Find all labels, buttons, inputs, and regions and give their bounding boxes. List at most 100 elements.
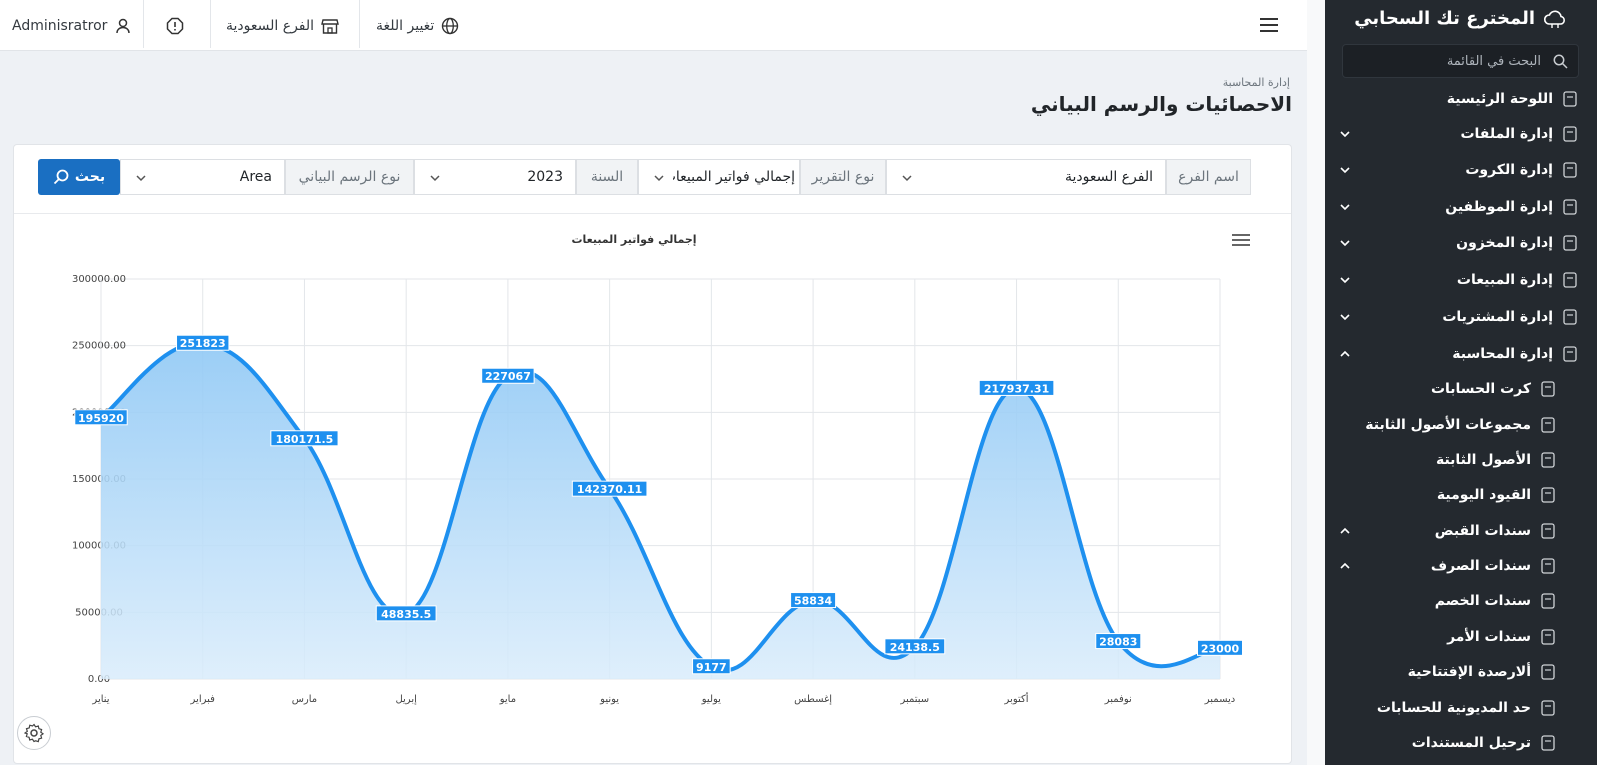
data-label: 24138.5 xyxy=(884,638,946,655)
x-tick-label: إغسطس xyxy=(794,694,832,705)
branch-name-select[interactable]: الفرع السعودية xyxy=(886,159,1166,195)
sidebar-item-label: اللوحة الرئيسية xyxy=(1446,91,1553,107)
alert-button[interactable] xyxy=(166,0,184,51)
sidebar-item-label: سندات الصرف xyxy=(1430,558,1531,574)
home-icon xyxy=(1563,91,1577,107)
year-select[interactable]: 2023 xyxy=(414,159,576,195)
page-title: الاحصائيات والرسم البياني xyxy=(1030,92,1292,116)
area-chart: 0.0050000.00100000.00150000.00200000.002… xyxy=(72,274,1243,705)
sidebar-item[interactable]: سندات القبض xyxy=(1339,514,1557,548)
chart-type-label: نوع الرسم البياني xyxy=(285,159,414,195)
data-label-text: 180171.5 xyxy=(276,433,334,446)
data-label-text: 23000 xyxy=(1201,642,1240,655)
data-label: 217937.31 xyxy=(978,379,1055,396)
fingerprint-icon xyxy=(1563,199,1577,215)
x-tick-label: مارس xyxy=(292,694,317,705)
sidebar-item[interactable]: إدارة المحاسبة xyxy=(1339,337,1579,371)
sidebar-item-label: إدارة المشتريات xyxy=(1442,309,1553,325)
sidebar-item[interactable]: إدارة المشتريات xyxy=(1339,300,1579,334)
breadcrumb[interactable]: إدارة المحاسبة xyxy=(1222,76,1290,89)
chart-type-select[interactable]: Area xyxy=(120,159,285,195)
sidebar-item[interactable]: ألارصدة الإفتتاحية xyxy=(1339,655,1557,689)
divider xyxy=(210,0,211,48)
data-label: 23000 xyxy=(1197,639,1243,656)
sidebar-item[interactable]: القيود اليومية xyxy=(1339,478,1557,512)
search-icon xyxy=(1553,54,1568,69)
chart-menu-icon[interactable] xyxy=(1232,232,1252,248)
receipt-icon xyxy=(1541,523,1555,539)
data-label: 227067 xyxy=(481,367,535,384)
sidebar-item[interactable]: كرت الحسابات xyxy=(1339,372,1557,406)
sidebar-item[interactable]: سندات الخصم xyxy=(1339,584,1557,618)
user-name: Adminisratror xyxy=(12,17,108,34)
data-label: 28083 xyxy=(1095,633,1142,650)
report-type-select[interactable]: إجمالي فواتير المبيعات xyxy=(638,159,800,195)
branch-selector[interactable]: الفرع السعودية xyxy=(226,0,339,51)
data-label: 9177 xyxy=(692,658,731,675)
report-type-value-clip: إجمالي فواتير المبيعات xyxy=(673,160,795,194)
brand[interactable]: المخترع تك السحابي xyxy=(1354,8,1567,29)
settings-button[interactable] xyxy=(17,716,51,750)
sidebar-item[interactable]: سندات الصرف xyxy=(1339,549,1557,583)
data-label-text: 28083 xyxy=(1099,636,1137,649)
sidebar-item[interactable]: إدارة الملفات xyxy=(1339,117,1579,151)
globe-icon xyxy=(442,17,459,34)
data-label-text: 24138.5 xyxy=(890,641,940,654)
language-label: تغيير اللغة xyxy=(376,17,435,34)
report-type-value: إجمالي فواتير المبيعات xyxy=(673,169,795,185)
sidebar-toggle-button[interactable] xyxy=(1240,8,1298,42)
safe-icon xyxy=(1541,452,1555,468)
y-tick-label: 300000.00 xyxy=(72,274,126,285)
data-label-text: 217937.31 xyxy=(984,382,1049,395)
chevron-down-icon xyxy=(1340,240,1350,247)
balance-doc-icon xyxy=(1541,664,1555,680)
box-icon xyxy=(1563,235,1577,251)
chevron-down-icon xyxy=(1340,314,1350,321)
chevron-down-icon xyxy=(902,175,912,182)
y-tick-label: 0.00 xyxy=(88,674,110,685)
chart-type-value: Area xyxy=(239,169,272,185)
x-tick-label: يناير xyxy=(91,694,109,705)
divider xyxy=(143,0,144,48)
sidebar-item[interactable]: حد المديونية للحسابات xyxy=(1339,691,1557,725)
data-label: 58834 xyxy=(790,592,837,609)
sidebar-item[interactable]: الأصول الثابتة xyxy=(1339,443,1557,477)
nodes-icon xyxy=(1541,417,1555,433)
sidebar-item-label: إدارة المحاسبة xyxy=(1452,346,1553,362)
chevron-down-icon xyxy=(1340,277,1350,284)
sidebar-item-label: القيود اليومية xyxy=(1436,487,1531,503)
sidebar-search xyxy=(1342,44,1579,78)
sidebar-item[interactable]: اللوحة الرئيسية xyxy=(1339,82,1579,116)
sidebar-item[interactable]: سندات الأمر xyxy=(1339,620,1557,654)
sidebar-item[interactable]: إدارة الكروت xyxy=(1339,153,1579,187)
user-menu[interactable]: Adminisratror xyxy=(12,0,132,51)
search-button[interactable]: بحث xyxy=(38,159,120,195)
sidebar-item-label: الأصول الثابتة xyxy=(1435,452,1531,468)
y-tick-label: 100000.00 xyxy=(72,541,126,552)
chevron-down-icon xyxy=(654,175,664,182)
chevron-down-icon xyxy=(1340,131,1350,138)
sidebar-item-label: حد المديونية للحسابات xyxy=(1376,700,1531,716)
user-icon xyxy=(116,18,131,33)
hamburger-icon xyxy=(1260,18,1278,32)
limit-doc-icon xyxy=(1541,700,1555,716)
sidebar-item[interactable]: ترحيل المستندات xyxy=(1339,726,1557,760)
area-line xyxy=(99,341,1221,673)
sidebar-item-label: سندات الأمر xyxy=(1447,629,1531,645)
cloud-icon xyxy=(1543,10,1565,28)
x-tick-label: أكتوبر xyxy=(1004,692,1029,705)
basket-icon xyxy=(1563,309,1577,325)
sidebar-item[interactable]: مجموعات الأصول الثابتة xyxy=(1339,408,1557,442)
chart-title: إجمالي فواتير المبيعات xyxy=(571,233,697,246)
x-tick-label: نوفمبر xyxy=(1104,694,1132,705)
sidebar-item-label: إدارة الموظفين xyxy=(1445,199,1553,215)
card-icon xyxy=(1563,162,1577,178)
language-switcher[interactable]: تغيير اللغة xyxy=(376,0,459,51)
sidebar-item[interactable]: إدارة المخزون xyxy=(1339,226,1579,260)
sidebar-item-label: ألارصدة الإفتتاحية xyxy=(1407,664,1531,680)
chevron-up-icon xyxy=(1340,562,1350,569)
sidebar-item-label: إدارة الكروت xyxy=(1465,162,1553,178)
sidebar-search-input[interactable] xyxy=(1351,51,1541,71)
sidebar-item[interactable]: إدارة المبيعات xyxy=(1339,263,1579,297)
sidebar-item[interactable]: إدارة الموظفين xyxy=(1339,190,1579,224)
